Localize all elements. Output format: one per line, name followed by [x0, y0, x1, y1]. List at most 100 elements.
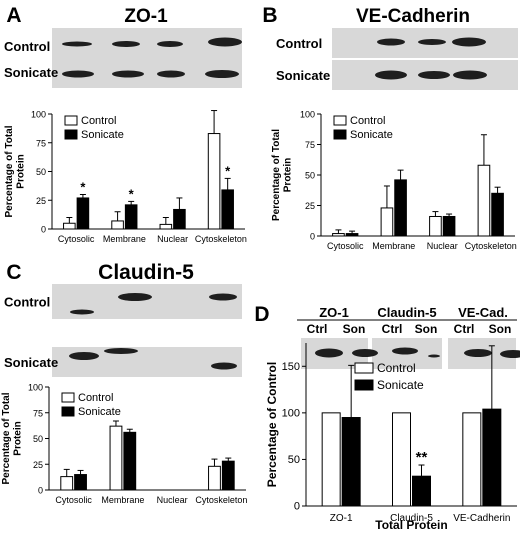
y-tick-label: 50: [36, 167, 46, 177]
panel-a: A ZO-1 Control Sonicate 0 25 50 75 100 Percentage…: [4, 4, 247, 244]
panel-title: Claudin-5: [98, 261, 194, 284]
blot-band: [70, 309, 94, 315]
blot-row-label: Sonicate: [276, 68, 330, 83]
legend-swatch-sonicate: [61, 406, 75, 417]
legend-swatch-control: [64, 115, 78, 126]
x-tick-label: Nuclear: [427, 241, 458, 251]
x-tick-label: Membrane: [103, 234, 146, 244]
control-bar: [60, 476, 74, 491]
significance-marker: **: [416, 449, 428, 466]
y-tick-label: 0: [38, 486, 43, 496]
panel-title: VE-Cadherin: [356, 6, 470, 27]
y-axis-label-line: Protein: [16, 154, 27, 188]
blot-row-label: Control: [4, 295, 50, 310]
y-tick-label: 0: [294, 501, 300, 513]
significance-marker: *: [225, 163, 231, 178]
sonicate-bar: [412, 475, 431, 507]
control-bar: [332, 233, 345, 237]
control-bar: [462, 412, 482, 507]
sonicate-bar: [76, 197, 90, 230]
blot-band: [352, 349, 378, 357]
blot-band: [392, 347, 418, 355]
blot-row-label: Control: [4, 39, 50, 54]
y-tick-label: 50: [288, 454, 300, 466]
y-tick-label: 100: [28, 383, 43, 393]
x-tick-label: Cytosolic: [327, 241, 364, 251]
blot-header: VE-Cad.: [458, 305, 508, 320]
x-tick-label: Cytosolic: [55, 495, 92, 505]
legend-label-control: Control: [350, 115, 385, 127]
lane-label: Son: [343, 322, 366, 336]
y-tick-label: 75: [36, 138, 46, 148]
blot-band: [428, 354, 440, 358]
sonicate-bar: [124, 204, 138, 230]
x-tick-label: Nuclear: [157, 234, 188, 244]
blot-image: [52, 347, 242, 377]
lane-label: Son: [415, 322, 438, 336]
sonicate-bar: [123, 431, 137, 491]
blot-header: ZO-1: [319, 305, 349, 320]
significance-marker: *: [129, 186, 135, 201]
y-axis-label-line: Protein: [13, 421, 24, 455]
lane-label: Son: [489, 322, 512, 336]
sonicate-bar: [345, 233, 359, 237]
x-tick-label: ZO-1: [330, 513, 353, 524]
legend-label-control: Control: [377, 361, 416, 375]
panel-b: B VE-Cadherin Control Sonicate 0 25 50 75 100 Per…: [262, 4, 518, 251]
sonicate-bar: [173, 208, 186, 230]
control-bar: [109, 425, 123, 491]
y-tick-label: 0: [41, 225, 46, 235]
sonicate-bar: [74, 474, 87, 491]
sonicate-bar: [442, 215, 456, 237]
legend-swatch-control: [333, 115, 347, 126]
x-tick-label: Cytoskeleton: [465, 241, 517, 251]
panel-c: C Claudin-5 Control Sonicate 0 25 50 75 100 Perce…: [1, 261, 247, 505]
blot-band: [453, 70, 487, 80]
blot-band: [62, 70, 94, 78]
blot-band: [104, 348, 138, 354]
control-bar: [208, 465, 221, 491]
panel-letter: B: [262, 4, 277, 27]
legend-label-control: Control: [81, 115, 116, 127]
blot-band: [418, 71, 450, 79]
blot-band: [315, 348, 343, 358]
legend-swatch-sonicate: [64, 129, 78, 140]
control-bar: [477, 164, 491, 237]
control-bar: [392, 412, 411, 507]
legend-label-sonicate: Sonicate: [377, 378, 424, 392]
blot-band: [157, 41, 183, 47]
control-bar: [321, 412, 341, 507]
x-tick-label: Cytoskeleton: [195, 234, 247, 244]
y-axis-label: Percentage of Control: [265, 362, 279, 487]
control-bar: [111, 220, 124, 230]
sonicate-bar: [482, 408, 502, 507]
legend-swatch-sonicate: [333, 129, 347, 140]
blot-row-label: Control: [276, 36, 322, 51]
blot-band: [377, 38, 405, 46]
sonicate-bar: [221, 189, 234, 230]
blot-band: [112, 41, 140, 47]
control-bar: [159, 223, 173, 230]
blot-row-label: Sonicate: [4, 65, 58, 80]
y-tick-label: 100: [300, 110, 315, 120]
blot-band: [208, 37, 242, 47]
blot-band: [205, 70, 239, 78]
blot-band: [209, 293, 237, 301]
legend-swatch-sonicate: [354, 379, 374, 391]
blot-band: [418, 39, 446, 45]
y-tick-label: 25: [33, 460, 43, 470]
x-tick-label: Nuclear: [157, 495, 188, 505]
lane-label: Ctrl: [307, 322, 328, 336]
sonicate-bar: [341, 417, 361, 507]
y-tick-label: 75: [33, 408, 43, 418]
lane-label: Ctrl: [454, 322, 475, 336]
lane-label: Ctrl: [382, 322, 403, 336]
panel-letter: C: [6, 261, 21, 284]
x-tick-label: VE-Cadherin: [453, 513, 510, 524]
y-axis-label-line: Percentage of Total: [4, 125, 15, 217]
blot-band: [118, 293, 152, 301]
control-bar: [207, 133, 221, 230]
sonicate-bar: [221, 460, 235, 491]
y-tick-label: 50: [33, 434, 43, 444]
panel-letter: A: [6, 4, 21, 27]
